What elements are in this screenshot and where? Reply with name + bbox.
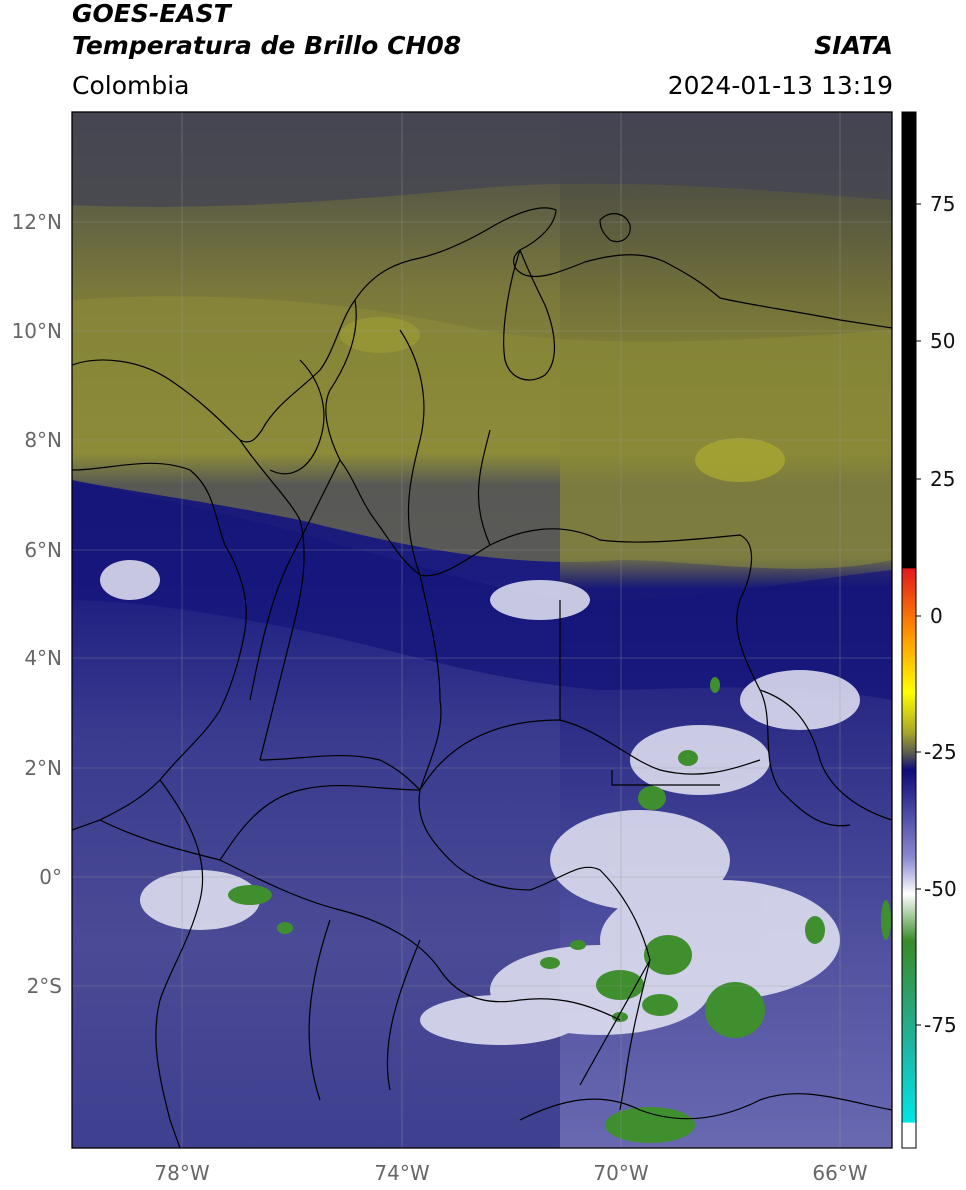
lon-label: 66°W — [812, 1161, 867, 1185]
graticule — [72, 112, 892, 1148]
map-frame — [71, 111, 893, 1149]
temperature-field — [72, 112, 892, 1148]
title-product: Temperatura de Brillo CH08 — [72, 31, 462, 60]
colorbar-scale — [901, 111, 917, 1149]
datetime-label: 2024-01-13 13:19 — [667, 71, 893, 100]
colorbar-tick: 75 — [930, 192, 955, 216]
colorbar-tick: -75 — [924, 1013, 957, 1037]
latitude-labels: 12°N 10°N 8°N 6°N 4°N 2°N 0° 2°S — [12, 210, 62, 998]
lon-label: 70°W — [593, 1161, 648, 1185]
colorbar-tick: 0 — [930, 604, 943, 628]
lon-label: 74°W — [374, 1161, 429, 1185]
coastlines-borders — [72, 207, 892, 1148]
lat-label: 8°N — [24, 428, 62, 452]
region-label: Colombia — [72, 71, 190, 100]
lat-label: 4°N — [24, 646, 62, 670]
colorbar-tick: -50 — [924, 877, 957, 901]
colorbar-tick: -25 — [924, 740, 957, 764]
brand-label: SIATA — [814, 31, 893, 60]
convective-cores — [228, 677, 891, 1143]
lat-label: 6°N — [24, 538, 62, 562]
colorbar-tick: 50 — [930, 329, 955, 353]
longitude-labels: 78°W 74°W 70°W 66°W — [154, 1161, 867, 1185]
lat-label: 10°N — [12, 319, 62, 343]
title-satellite: GOES-EAST — [72, 0, 231, 28]
lon-label: 78°W — [154, 1161, 209, 1185]
cloud-cluster — [100, 560, 860, 1045]
lat-label: 0° — [39, 865, 62, 889]
lat-label: 2°S — [27, 974, 62, 998]
lat-label: 12°N — [12, 210, 62, 234]
colorbar: 75 50 25 0 -25 -50 -75 — [901, 111, 957, 1149]
colorbar-tick: 25 — [930, 467, 955, 491]
lat-label: 2°N — [24, 756, 62, 780]
